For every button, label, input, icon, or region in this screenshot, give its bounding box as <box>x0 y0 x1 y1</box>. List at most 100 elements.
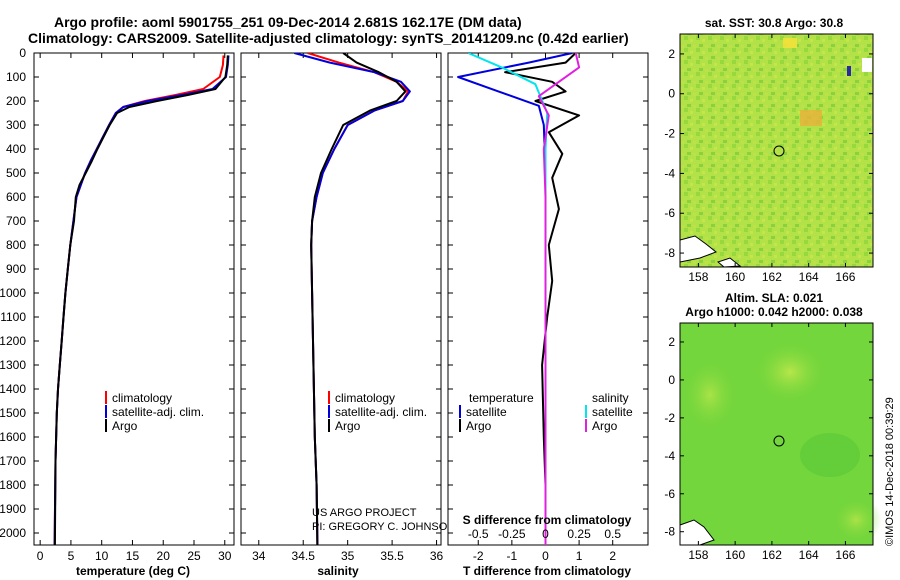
map-x-tick-label: 158 <box>688 548 708 562</box>
sla-high-area <box>830 496 882 544</box>
series-line-argo <box>53 55 229 545</box>
map-y-tick-label: -2 <box>664 127 675 141</box>
x-tick-label: -2 <box>473 549 484 563</box>
depth-tick-label: 1100 <box>0 310 26 324</box>
map-y-tick-label: 2 <box>668 47 675 61</box>
depth-tick-label: 500 <box>6 166 26 180</box>
map-x-tick-label: 166 <box>835 270 855 284</box>
title-line-1: Argo profile: aoml 5901755_251 09-Dec-20… <box>54 14 522 30</box>
x-top-tick-label: -0.5 <box>468 527 489 541</box>
sla-low-area <box>800 433 860 477</box>
legend-climatology: climatology <box>112 391 172 405</box>
depth-tick-label: 1200 <box>0 334 26 348</box>
depth-tick-label: 600 <box>6 190 26 204</box>
series-line-salinity-argo <box>537 53 581 545</box>
x-tick-label: -1 <box>507 549 518 563</box>
x-tick-label: 5 <box>68 549 75 563</box>
difference-xtick-labels: -2 -1 0 1 2 -0.5 -0.25 0 0.25 0.5 <box>468 527 621 563</box>
map-x-tick-label: 164 <box>799 548 819 562</box>
x-tick-label: 35.5 <box>380 549 404 563</box>
legend-salinity-title: salinity <box>592 391 629 405</box>
series-line-temperature-argo <box>504 53 581 545</box>
depth-tick-label: 1400 <box>0 382 26 396</box>
temperature-lines <box>53 55 230 545</box>
land-coast <box>716 257 742 268</box>
sla-map-ticks: 158 160 162 164 166 2 0 -2 -4 -6 -8 <box>664 323 873 562</box>
difference-legend: temperature satellite Argo salinity sate… <box>459 391 633 433</box>
legend-temperature-title: temperature <box>469 391 534 405</box>
x-tick-label: 10 <box>95 549 109 563</box>
salinity-xlabel: salinity <box>317 564 359 578</box>
depth-tick-label: 1500 <box>0 406 26 420</box>
sst-field <box>680 34 873 267</box>
x-tick-label: 1 <box>576 549 583 563</box>
salinity-legend: climatology satellite-adj. clim. Argo <box>328 391 427 433</box>
difference-lines <box>457 53 581 545</box>
depth-tick-label: 800 <box>6 238 26 252</box>
x-top-tick-label: -0.25 <box>498 527 526 541</box>
x-tick-label: 30 <box>218 549 232 563</box>
sst-cold-spot <box>847 66 851 76</box>
depth-tick-label: 1800 <box>0 478 26 492</box>
depth-tick-label: 0 <box>19 46 26 60</box>
x-top-tick-label: 0.5 <box>604 527 621 541</box>
map-y-tick-label: 0 <box>668 373 675 387</box>
sst-warm-patch <box>800 110 822 126</box>
legend-satellite: satellite-adj. clim. <box>112 405 204 419</box>
difference-xlabel-top: S difference from climatology <box>463 513 632 527</box>
map-y-tick-label: -6 <box>664 206 675 220</box>
x-tick-label: 25 <box>187 549 201 563</box>
sst-missing-data <box>862 58 872 72</box>
x-tick-label: 2 <box>609 549 616 563</box>
difference-ticks <box>448 52 648 545</box>
x-tick-label: 34.5 <box>292 549 316 563</box>
depth-tick-label: 1600 <box>0 430 26 444</box>
map-x-tick-label: 162 <box>762 270 782 284</box>
x-tick-label: 36 <box>430 549 444 563</box>
difference-panel: -2 -1 0 1 2 -0.5 -0.25 0 0.25 0.5 S difference fr… <box>447 52 649 578</box>
title-line-2: Climatology: CARS2009. Satellite-adjuste… <box>28 30 629 46</box>
x-tick-label: 0 <box>542 549 549 563</box>
depth-tick-label: 1300 <box>0 358 26 372</box>
legend-argo: Argo <box>112 419 138 433</box>
map-y-tick-label: -4 <box>664 449 675 463</box>
x-top-tick-label: 0 <box>542 527 549 541</box>
x-tick-label: 15 <box>126 549 140 563</box>
map-x-tick-label: 158 <box>688 270 708 284</box>
map-y-tick-label: -6 <box>664 487 675 501</box>
argo-position-marker <box>773 435 785 447</box>
depth-tick-label: 2000 <box>0 526 26 540</box>
depth-tick-label: 900 <box>6 262 26 276</box>
x-top-tick-label: 0.25 <box>567 527 591 541</box>
x-tick-label: 0 <box>37 549 44 563</box>
temperature-xlabel: temperature (deg C) <box>76 564 190 578</box>
salinity-lines <box>294 53 411 545</box>
sla-high-area <box>750 338 830 406</box>
argo-position-marker <box>773 145 785 157</box>
legend-sal-argo: Argo <box>592 419 618 433</box>
temperature-panel: 0 5 10 15 20 25 30 temperature (deg C) climato… <box>33 52 235 578</box>
sst-field-tint <box>680 34 873 267</box>
map-y-tick-label: 2 <box>668 335 675 349</box>
sla-map-title-1: Altim. SLA: 0.021 <box>725 291 823 305</box>
salinity-panel: 34 34.5 35 35.5 36 salinity climatology sate… <box>240 52 455 578</box>
x-tick-label: 34 <box>252 549 266 563</box>
x-tick-label: 20 <box>157 549 171 563</box>
x-tick-label: 35 <box>341 549 355 563</box>
watermark: ©IMOS 14-Dec-2018 00:39:29 <box>884 397 896 546</box>
legend-climatology: climatology <box>335 391 395 405</box>
map-y-tick-label: 0 <box>668 87 675 101</box>
map-y-tick-label: -2 <box>664 411 675 425</box>
legend-temp-argo: Argo <box>466 419 492 433</box>
credit-project: US ARGO PROJECT <box>312 507 417 519</box>
depth-tick-label: 1000 <box>0 286 26 300</box>
sla-map: Altim. SLA: 0.021 Argo h1000: 0.042 h200… <box>664 291 882 562</box>
map-x-tick-label: 162 <box>762 548 782 562</box>
depth-tick-label: 100 <box>6 70 26 84</box>
map-y-tick-label: -8 <box>664 246 675 260</box>
temperature-legend: climatology satellite-adj. clim. Argo <box>105 391 204 433</box>
sst-map-title: sat. SST: 30.8 Argo: 30.8 <box>705 16 844 30</box>
temperature-ticks <box>34 52 234 545</box>
map-x-tick-label: 166 <box>835 548 855 562</box>
temperature-xtick-labels: 0 5 10 15 20 25 30 <box>37 549 232 563</box>
